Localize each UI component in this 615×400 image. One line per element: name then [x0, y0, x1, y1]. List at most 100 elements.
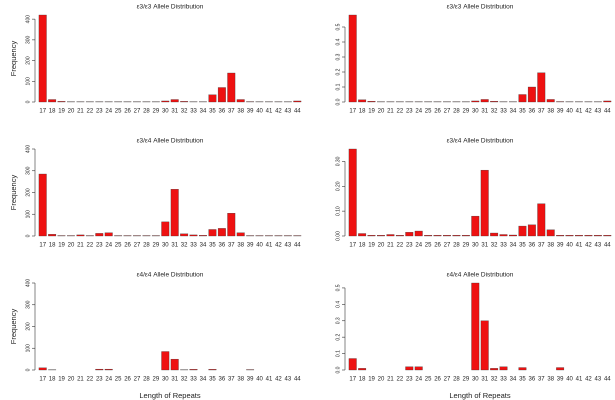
bar	[217, 228, 226, 237]
x-tick-label: 42	[585, 109, 592, 115]
x-tick-label: 21	[77, 243, 84, 249]
x-tick-label: 27	[444, 377, 451, 383]
x-tick-label: 26	[124, 377, 131, 383]
bar	[377, 235, 385, 237]
bar	[480, 320, 489, 371]
x-tick-label: 18	[49, 243, 56, 249]
bar	[490, 232, 499, 237]
bar	[603, 100, 612, 103]
x-tick-label: 43	[285, 109, 292, 115]
x-tick-label: 32	[491, 377, 498, 383]
x-tick-label: 29	[463, 377, 470, 383]
chart-title: ε3/ε4 Allele Distribution	[137, 138, 204, 145]
x-tick-label: 27	[134, 109, 141, 115]
x-tick-label: 42	[585, 377, 592, 383]
bar	[537, 203, 546, 237]
x-tick-label: 34	[510, 243, 517, 249]
x-tick-label: 22	[87, 377, 94, 383]
bar	[236, 99, 245, 103]
x-tick-label: 24	[415, 377, 422, 383]
x-tick-label: 18	[359, 377, 366, 383]
x-tick-label: 33	[190, 109, 197, 115]
x-tick-label: 23	[96, 377, 103, 383]
bar	[546, 229, 555, 237]
bar	[395, 235, 404, 237]
bar	[537, 72, 546, 103]
bar	[480, 99, 489, 103]
x-tick-label: 25	[115, 243, 122, 249]
x-tick-label: 22	[87, 109, 94, 115]
x-tick-label: 17	[349, 377, 356, 383]
bar	[386, 234, 395, 237]
y-tick-label: 0.0	[335, 98, 341, 105]
x-tick-label: 20	[378, 377, 385, 383]
bar	[38, 14, 47, 103]
x-tick-label: 37	[228, 377, 235, 383]
x-tick-label: 36	[529, 109, 536, 115]
bar	[217, 87, 226, 103]
bar	[414, 230, 423, 237]
bar	[358, 99, 367, 103]
bar	[161, 351, 170, 371]
x-tick-label: 44	[604, 377, 611, 383]
x-tick-label: 38	[237, 243, 244, 249]
bar	[575, 235, 583, 237]
y-tick-label: 0.1	[335, 350, 341, 357]
x-tick-label: 34	[200, 377, 207, 383]
x-tick-label: 30	[162, 377, 169, 383]
x-tick-label: 33	[500, 377, 507, 383]
x-tick-label: 28	[453, 243, 460, 249]
bar	[227, 213, 236, 237]
bar	[358, 233, 367, 237]
x-tick-label: 41	[576, 109, 583, 115]
x-tick-label: 28	[453, 377, 460, 383]
bar	[565, 235, 574, 237]
bar	[443, 235, 451, 237]
x-tick-label: 37	[538, 109, 545, 115]
x-tick-label: 17	[39, 243, 46, 249]
x-tick-label: 33	[190, 377, 197, 383]
bar	[161, 100, 170, 103]
y-tick-label: 0.30	[335, 156, 341, 166]
x-tick-label: 43	[595, 243, 602, 249]
x-tick-label: 21	[77, 377, 84, 383]
bar	[471, 282, 480, 371]
bar	[348, 148, 357, 237]
bar	[556, 367, 565, 371]
x-tick-label: 24	[105, 377, 112, 383]
x-tick-label: 32	[181, 243, 188, 249]
x-tick-label: 30	[162, 243, 169, 249]
x-tick-label: 25	[115, 377, 122, 383]
x-tick-label: 32	[491, 243, 498, 249]
x-tick-label: 20	[68, 243, 75, 249]
bar	[499, 234, 508, 237]
x-tick-label: 38	[237, 377, 244, 383]
bar	[95, 233, 104, 237]
x-tick-label: 23	[406, 243, 413, 249]
chart-title: ε4/ε4 Allele Distribution	[137, 272, 204, 279]
x-tick-label: 34	[510, 377, 517, 383]
x-tick-label: 29	[463, 243, 470, 249]
x-tick-label: 24	[415, 109, 422, 115]
x-tick-label: 42	[585, 243, 592, 249]
bar	[471, 100, 480, 103]
x-tick-label: 42	[275, 243, 282, 249]
x-tick-label: 44	[604, 243, 611, 249]
y-axis-label: Frequency	[9, 175, 18, 211]
x-tick-label: 22	[87, 243, 94, 249]
bar	[104, 368, 113, 371]
x-tick-label: 24	[105, 243, 112, 249]
x-tick-label: 39	[247, 109, 254, 115]
x-tick-label: 17	[39, 377, 46, 383]
x-tick-label: 28	[453, 109, 460, 115]
bar	[490, 101, 499, 103]
x-tick-label: 21	[387, 109, 394, 115]
bar	[603, 235, 612, 237]
x-tick-label: 35	[519, 377, 526, 383]
bar	[358, 368, 367, 371]
x-tick-label: 40	[566, 377, 573, 383]
x-tick-label: 22	[397, 243, 404, 249]
x-tick-label: 35	[519, 243, 526, 249]
y-tick-label: 0	[25, 100, 31, 103]
x-tick-label: 29	[153, 243, 160, 249]
